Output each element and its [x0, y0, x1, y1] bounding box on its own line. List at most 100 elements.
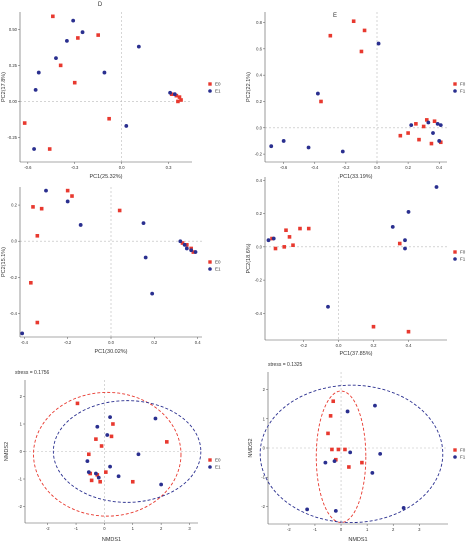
y-axis-title: PC2(18.6%) — [246, 243, 252, 273]
legend-swatch-square — [208, 260, 212, 264]
x-tick-label: 0.0 — [108, 340, 114, 345]
legend-swatch-circle — [453, 89, 457, 93]
point-f0 — [417, 137, 421, 142]
y-tick-label: 2 — [20, 394, 23, 399]
stress-label: stress = 0.1325 — [268, 362, 303, 368]
point-f1 — [438, 123, 443, 128]
point-e0 — [95, 473, 100, 477]
y-axis-title: PC2(15.1%) — [1, 247, 7, 277]
point-e1 — [150, 291, 155, 296]
point-e1 — [96, 475, 101, 480]
point-f1 — [315, 91, 320, 96]
confidence-ellipse-e0 — [33, 391, 182, 517]
legend-swatch-square — [208, 82, 212, 86]
point-e1 — [86, 470, 91, 475]
point-e0 — [89, 478, 94, 483]
point-f1 — [401, 506, 406, 510]
point-f0 — [298, 226, 302, 231]
point-f1 — [435, 121, 440, 126]
point-e1 — [33, 87, 38, 92]
point-e1 — [94, 471, 98, 476]
point-e0 — [22, 121, 27, 125]
y-tick-label: 0.6 — [256, 46, 262, 51]
legend-label: E0 — [215, 458, 221, 463]
point-e1 — [105, 433, 110, 437]
x-tick-label: 0 — [103, 526, 106, 531]
x-tick-label: 1 — [366, 527, 369, 532]
point-e1 — [65, 199, 70, 204]
point-f1 — [266, 238, 271, 243]
point-f1 — [271, 236, 276, 241]
point-e1 — [153, 416, 158, 421]
point-f0 — [334, 457, 338, 462]
point-e0 — [35, 233, 40, 238]
point-f1 — [326, 304, 330, 309]
point-e1 — [102, 70, 107, 75]
point-e1 — [189, 248, 194, 253]
point-e1 — [54, 56, 58, 61]
point-f1 — [376, 41, 381, 46]
point-f0 — [438, 140, 443, 145]
point-e1 — [143, 255, 148, 260]
point-e1 — [44, 188, 48, 193]
x-tick-label: -0.2 — [300, 343, 308, 348]
point-f0 — [406, 329, 411, 334]
point-e0 — [99, 444, 104, 448]
point-f1 — [345, 409, 350, 414]
point-e0 — [111, 422, 115, 426]
point-f1 — [370, 470, 375, 475]
legend-label: E0 — [215, 82, 221, 87]
x-tick-label: 0.4 — [195, 340, 201, 345]
point-f1 — [403, 246, 407, 251]
point-f0 — [371, 324, 376, 329]
point-e0 — [29, 280, 33, 285]
point-e0 — [70, 194, 74, 198]
legend-swatch-square — [453, 82, 457, 86]
chart-panel-5: -2 -1 0 1 2 3 2 1 0 -1 -2 NMDS1 NMDS2 stress = 0.1756… — [4, 370, 221, 543]
y-tick-label: 0.0 — [256, 125, 262, 130]
point-e1 — [136, 452, 141, 457]
point-e1 — [159, 482, 164, 487]
point-e1 — [80, 30, 85, 35]
point-e0 — [191, 250, 196, 254]
x-tick-label: -0.6 — [280, 165, 288, 170]
panel-letter-d: D — [98, 2, 103, 8]
confidence-ellipse-f0 — [315, 390, 367, 523]
x-tick-label: 2 — [392, 527, 395, 532]
point-f1 — [403, 238, 407, 243]
point-f0 — [273, 246, 278, 251]
x-tick-label: -0.3 — [71, 165, 79, 170]
point-e1 — [95, 424, 100, 429]
x-tick-label: 0.2 — [371, 343, 377, 348]
chart-panel-2: -0.6 -0.4 -0.2 0.0 0.2 0.4 0.8 0.6 0.4 0.2 0.0 -0.2… — [246, 12, 466, 180]
point-e1 — [108, 464, 112, 469]
y-tick-label: 0.0 — [256, 244, 262, 249]
legend-swatch-circle — [208, 267, 212, 271]
point-e1 — [182, 242, 187, 247]
point-e1 — [172, 92, 177, 97]
x-tick-label: -0.6 — [24, 165, 32, 170]
x-tick-label: -1 — [74, 526, 78, 531]
legend-label: F0 — [460, 250, 466, 255]
legend-swatch-circle — [453, 257, 457, 261]
point-e0 — [180, 241, 185, 245]
y-tick-label: 0.2 — [256, 99, 262, 104]
point-f1 — [333, 508, 338, 513]
point-f0 — [432, 119, 437, 124]
legend-label: E1 — [215, 89, 221, 94]
x-tick-label: -0.2 — [64, 340, 72, 345]
point-f1 — [306, 145, 311, 150]
point-e1 — [71, 18, 76, 23]
y-tick-label: -0.2 — [10, 275, 18, 280]
point-e0 — [98, 479, 102, 484]
y-tick-label: 2 — [263, 387, 266, 392]
x-tick-label: 0.0 — [374, 165, 380, 170]
legend-label: F1 — [460, 89, 466, 94]
point-e1 — [178, 239, 183, 244]
chart-panel-1: -0.6 -0.3 0.0 0.3 0.50 0.25 0.00 -0.25 PC1(25.32… — [1, 12, 221, 180]
confidence-ellipse-e1 — [52, 400, 202, 503]
x-tick-label: 0.4 — [406, 343, 412, 348]
point-e1 — [136, 44, 141, 49]
point-e0 — [165, 440, 169, 444]
